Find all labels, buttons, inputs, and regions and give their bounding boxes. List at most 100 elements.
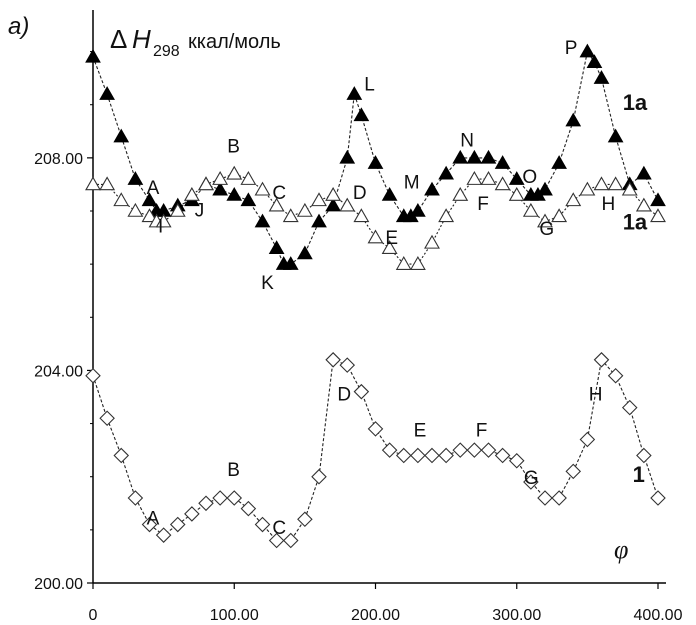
x-tick-label: 300.00 <box>492 607 541 624</box>
marker-filled-triangle <box>353 107 370 122</box>
marker-filled-triangle <box>99 86 115 100</box>
marker-open-diamond <box>212 490 228 506</box>
marker-open-triangle <box>395 256 412 270</box>
marker-open-triangle <box>466 171 483 185</box>
point-label: G <box>524 468 539 489</box>
point-label: E <box>385 228 398 249</box>
marker-filled-triangle <box>85 48 101 63</box>
point-label: F <box>476 420 488 441</box>
marker-open-triangle <box>85 176 101 191</box>
marker-open-diamond <box>254 516 271 533</box>
y-axis-symbol: H <box>132 24 151 54</box>
marker-open-diamond <box>523 474 539 490</box>
marker-filled-triangle <box>254 213 271 228</box>
point-label: O <box>522 167 537 188</box>
marker-filled-triangle <box>367 155 384 169</box>
marker-open-diamond <box>424 447 440 464</box>
marker-open-diamond <box>607 367 624 384</box>
series-line-3 <box>92 358 659 542</box>
y-tick-label: 204.00 <box>34 363 83 380</box>
marker-filled-triangle <box>452 149 469 164</box>
point-labels: A B C D E F G H I J K L M N O P A B C D E F G H 1a 1a 1 <box>147 38 648 539</box>
marker-open-diamond <box>311 468 327 485</box>
marker-open-triangle <box>551 208 568 223</box>
marker-open-triangle <box>198 176 214 191</box>
marker-open-triangle <box>268 197 285 212</box>
marker-open-triangle <box>311 192 327 207</box>
marker-open-triangle <box>155 213 172 228</box>
series-label: 1a <box>623 90 648 115</box>
marker-open-diamond <box>466 442 483 458</box>
point-label: N <box>460 131 474 152</box>
marker-filled-triangle <box>565 112 582 127</box>
marker-filled-triangle <box>438 165 454 180</box>
marker-open-diamond <box>480 442 497 458</box>
marker-open-triangle <box>226 165 243 180</box>
point-label: K <box>261 273 274 294</box>
marker-open-diamond <box>621 399 638 416</box>
marker-filled-triangle <box>494 155 511 169</box>
x-tick-label: 200.00 <box>351 607 400 624</box>
marker-open-triangle <box>353 208 370 223</box>
series-label: 1 <box>633 462 645 487</box>
marker-open-triangle <box>212 171 229 185</box>
y-tick-label: 208.00 <box>34 151 83 168</box>
marker-open-diamond <box>438 447 454 464</box>
marker-open-triangle <box>113 192 130 207</box>
marker-filled-triangle <box>508 171 525 185</box>
x-axis-label: φ <box>614 535 628 564</box>
marker-open-diamond <box>367 421 384 437</box>
marker-filled-triangle <box>537 181 553 196</box>
marker-filled-triangle <box>410 202 426 217</box>
marker-open-triangle <box>127 202 144 217</box>
series-label: 1a <box>623 210 648 235</box>
marker-open-diamond <box>381 442 398 458</box>
marker-filled-triangle <box>339 149 356 164</box>
marker-filled-triangle <box>226 187 243 201</box>
marker-open-triangle <box>254 181 271 196</box>
marker-filled-triangle <box>240 192 257 207</box>
marker-filled-triangle <box>268 240 285 254</box>
point-label: B <box>227 137 240 158</box>
marker-open-triangle <box>409 256 426 270</box>
marker-open-diamond <box>353 383 370 400</box>
marker-open-triangle <box>452 186 469 201</box>
marker-open-triangle <box>635 197 652 212</box>
point-label: A <box>147 178 160 199</box>
axes: 0 100.00 200.00 300.00 400.00 200.00 204.00 208… <box>34 10 683 624</box>
marker-filled-triangle <box>282 256 299 270</box>
y-axis-unit: ккал/моль <box>188 31 281 53</box>
marker-open-triangle <box>183 186 200 201</box>
marker-open-triangle <box>621 181 638 196</box>
marker-filled-triangle <box>127 171 144 185</box>
marker-filled-triangle <box>607 128 624 143</box>
marker-open-diamond <box>579 431 596 448</box>
marker-open-triangle <box>565 192 582 207</box>
marker-open-diamond <box>410 447 426 464</box>
marker-open-diamond <box>155 527 172 543</box>
point-label: F <box>477 194 489 215</box>
marker-filled-triangle <box>466 149 483 164</box>
marker-open-triangle <box>367 229 384 244</box>
marker-open-diamond <box>508 452 525 469</box>
marker-open-diamond <box>169 516 186 533</box>
marker-filled-triangle <box>311 213 327 228</box>
point-label: C <box>272 518 286 539</box>
x-tick-label: 100.00 <box>210 607 259 624</box>
point-label: A <box>147 509 160 530</box>
marker-filled-triangle <box>480 149 497 164</box>
point-label: G <box>539 219 554 240</box>
point-label: M <box>404 173 420 194</box>
series-markers <box>85 43 666 549</box>
marker-open-triangle <box>282 208 299 223</box>
marker-filled-triangle <box>381 187 398 201</box>
marker-open-diamond <box>551 490 567 506</box>
marker-open-diamond <box>593 352 610 368</box>
marker-open-diamond <box>282 532 299 549</box>
marker-open-triangle <box>325 186 342 201</box>
marker-open-diamond <box>395 447 412 464</box>
marker-open-diamond <box>240 500 257 517</box>
marker-open-triangle <box>494 176 511 191</box>
point-label: D <box>353 183 367 204</box>
